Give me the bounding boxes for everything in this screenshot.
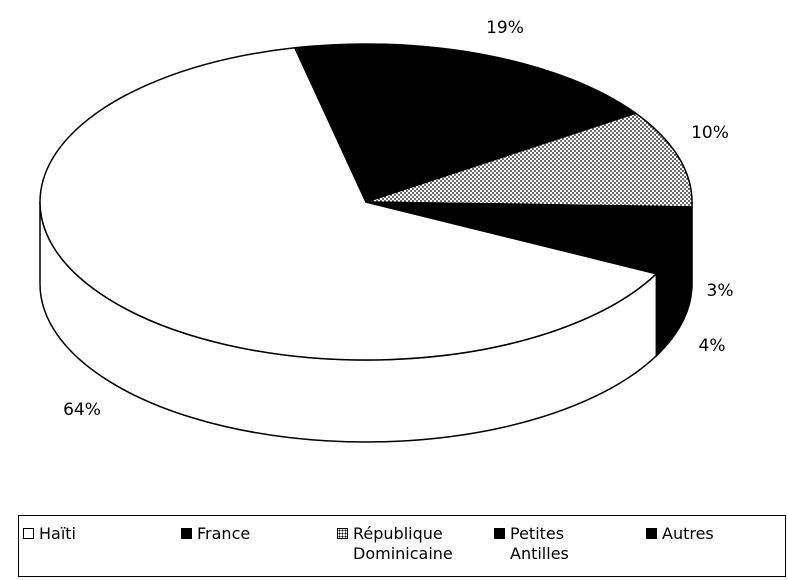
legend-label: Autres [662,524,714,543]
legend-swatch [181,528,192,539]
pie-slice [365,201,685,275]
value-label: 3% [707,281,734,301]
legend: Haïti France République Dominicaine Petites… [18,515,786,577]
pie-slice [294,43,637,203]
pie-slice [365,112,693,208]
pie-slice [39,47,658,361]
legend-swatch [23,528,34,539]
legend-label: Haïti [39,524,76,543]
legend-swatch [646,528,657,539]
legend-item: Petites Antilles [494,524,634,564]
chart: 64% 19% 10% 3% 4% [39,18,734,443]
value-label: 10% [691,123,729,143]
value-label: 64% [63,400,101,420]
value-label: 19% [486,18,524,38]
legend-item: France [181,524,331,544]
legend-item: Haïti [23,524,173,544]
legend-label: Petites Antilles [510,524,569,563]
value-label: 4% [699,336,726,356]
legend-item: Autres [646,524,776,544]
legend-swatch [337,528,348,539]
legend-item: République Dominicaine [337,524,487,564]
legend-label: France [197,524,251,543]
legend-swatch [494,528,505,539]
legend-label: République Dominicaine [353,524,453,563]
